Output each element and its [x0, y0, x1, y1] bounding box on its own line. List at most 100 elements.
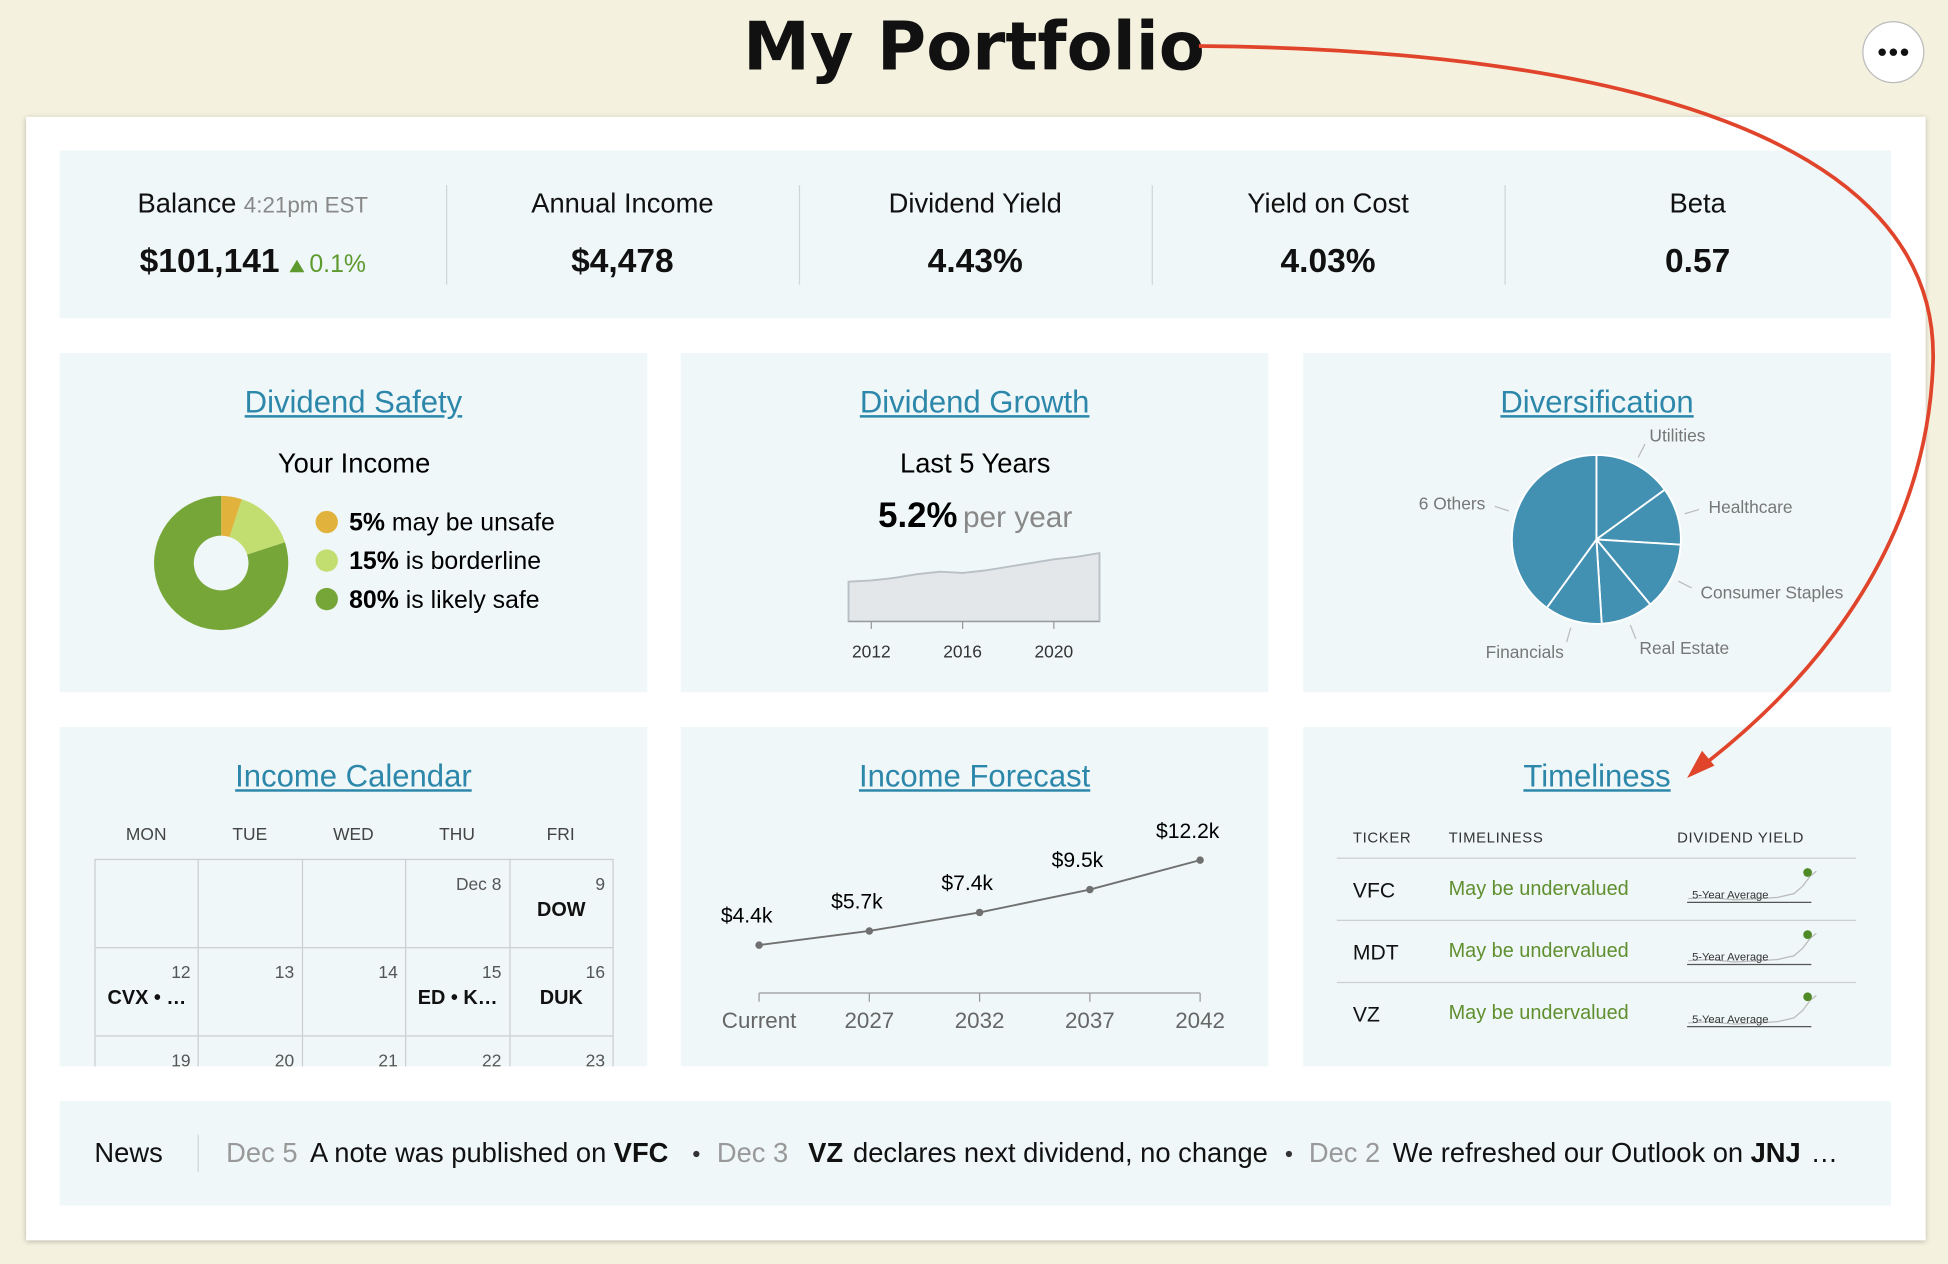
point — [1086, 885, 1094, 894]
legend-value: 80% — [349, 587, 399, 614]
card-subtitle: Last 5 Years — [900, 447, 1050, 478]
card-title[interactable]: Dividend Safety — [244, 385, 463, 421]
ticker: MDT — [1352, 940, 1399, 965]
tickers: DUK — [539, 988, 583, 1010]
calendar-cell: 19 — [96, 1036, 200, 1067]
value: 4.43% — [927, 242, 1023, 280]
news-ticker: JNJ — [1750, 1137, 1801, 1169]
date: 21 — [378, 1050, 398, 1067]
tickers: CVX • … — [107, 988, 187, 1010]
calendar-cell: 13 — [199, 948, 303, 1037]
leader-line — [1566, 627, 1572, 643]
date: 22 — [482, 1050, 502, 1067]
legend-value: 5% — [349, 510, 385, 537]
x-tick-label: 2042 — [1175, 1008, 1225, 1033]
data-label: $12.2k — [1156, 820, 1220, 843]
legend-label: may be unsafe — [392, 510, 555, 537]
value: $4,478 — [571, 242, 674, 280]
x-tick-label: 2027 — [844, 1008, 894, 1033]
time: 4:21pm EST — [243, 192, 369, 218]
card-title[interactable]: Income Calendar — [235, 759, 472, 795]
card-title[interactable]: Dividend Growth — [859, 385, 1090, 421]
calendar-cell — [302, 860, 407, 949]
value: 0.57 — [1665, 242, 1731, 280]
summary-stat: Dividend Yield 4.43% — [798, 150, 1152, 318]
donut-slice — [229, 499, 285, 555]
chart-subtitle: Your Income — [278, 447, 430, 478]
calendar-cell: 22 — [406, 1036, 511, 1067]
legend-label: is likely safe — [406, 587, 540, 614]
date: 12 — [171, 961, 191, 982]
value: $101,141 — [139, 242, 280, 280]
card-title[interactable]: Income Forecast — [858, 759, 1091, 795]
column-header: TIMELINESS — [1448, 828, 1544, 847]
calendar-cell: 9 DOW — [510, 860, 614, 949]
slice-label: Healthcare — [1709, 497, 1793, 517]
summary-stat: Annual Income $4,478 — [446, 150, 799, 318]
card-title[interactable]: Diversification — [1500, 385, 1694, 421]
x-tick-label: 2020 — [1035, 641, 1074, 661]
legend-label: is borderline — [406, 548, 541, 575]
summary-balance: Balance 4:21pm EST $101,141 0.1% — [60, 150, 446, 318]
sparkline: 5-Year Average — [1687, 930, 1817, 966]
news-label: News — [60, 1134, 199, 1173]
card: Dividend Safety — [59, 352, 648, 693]
timeliness: May be undervalued — [1448, 878, 1629, 900]
legend-entry: 15% is borderline — [349, 548, 541, 575]
leader-line — [1684, 508, 1700, 515]
card: Timeliness TICKER TIMELINESS DIVIDEND YIELD… — [1303, 727, 1891, 1067]
date: 15 — [482, 961, 502, 982]
spark — [1688, 932, 1817, 963]
point — [1196, 856, 1204, 864]
more-button[interactable] — [1862, 21, 1925, 84]
news-date: Dec 3 — [716, 1137, 789, 1169]
spark — [1688, 870, 1817, 901]
x-tick-label: 2032 — [955, 1008, 1005, 1033]
pie-slice — [1595, 453, 1667, 542]
label: Beta — [1669, 187, 1726, 219]
sparkline: 5-Year Average — [1687, 992, 1817, 1028]
slice-label: Real Estate — [1639, 638, 1729, 658]
arrow-head — [1687, 750, 1715, 779]
legend-dot — [315, 510, 338, 534]
separator — [1285, 1150, 1292, 1157]
date: 16 — [585, 961, 606, 982]
news: News Dec 5 A note was published on VFC Dec 3… — [59, 1101, 1891, 1206]
sparkline-label: 5-Year Average — [1692, 1014, 1768, 1026]
card: Income Calendar Dec 8 9 DOW 12 CVX • … 13 14 15 E… — [59, 727, 648, 1067]
sparkline: 5-Year Average — [1687, 868, 1817, 903]
timeliness: May be undervalued — [1448, 1002, 1629, 1025]
timeliness: May be undervalued — [1448, 940, 1629, 962]
label: Balance — [137, 187, 237, 219]
news-date: Dec 5 — [226, 1137, 298, 1169]
up-icon — [289, 259, 305, 273]
news-date: Dec 2 — [1308, 1137, 1381, 1169]
ticker: VFC — [1352, 878, 1396, 903]
point — [755, 941, 763, 949]
slice-label: Consumer Staples — [1700, 583, 1843, 603]
slice-label: Financials — [1486, 642, 1565, 662]
rate-unit: per year — [963, 501, 1072, 534]
summary: Balance 4:21pm EST $101,141 0.1% Annual In… — [59, 150, 1891, 319]
arrow — [1198, 44, 1935, 770]
card-title[interactable]: Timeliness — [1523, 759, 1671, 795]
page-title: My Portfolio — [743, 7, 1205, 86]
donut-slice — [154, 495, 289, 631]
dot — [1803, 992, 1812, 1002]
news-text: … — [1810, 1137, 1839, 1169]
table-row: MDT May be undervalued 5-Year Average — [1336, 919, 1857, 983]
news-ticker: VFC — [613, 1137, 669, 1169]
calendar-cell: Dec 8 — [406, 860, 511, 949]
label: Annual Income — [531, 187, 714, 219]
table-row: VZ May be undervalued 5-Year Average — [1336, 981, 1857, 1045]
slice-label: 6 Others — [1419, 494, 1486, 514]
x-tick-label: 2016 — [943, 641, 982, 661]
dot — [1803, 868, 1812, 877]
label: Yield on Cost — [1247, 187, 1409, 219]
date: Dec 8 — [455, 873, 502, 894]
weekday: MON — [125, 824, 167, 844]
pie-slice — [1594, 538, 1682, 606]
news-items: Dec 5 A note was published on VFC Dec 3 VZ de… — [199, 1137, 1838, 1169]
